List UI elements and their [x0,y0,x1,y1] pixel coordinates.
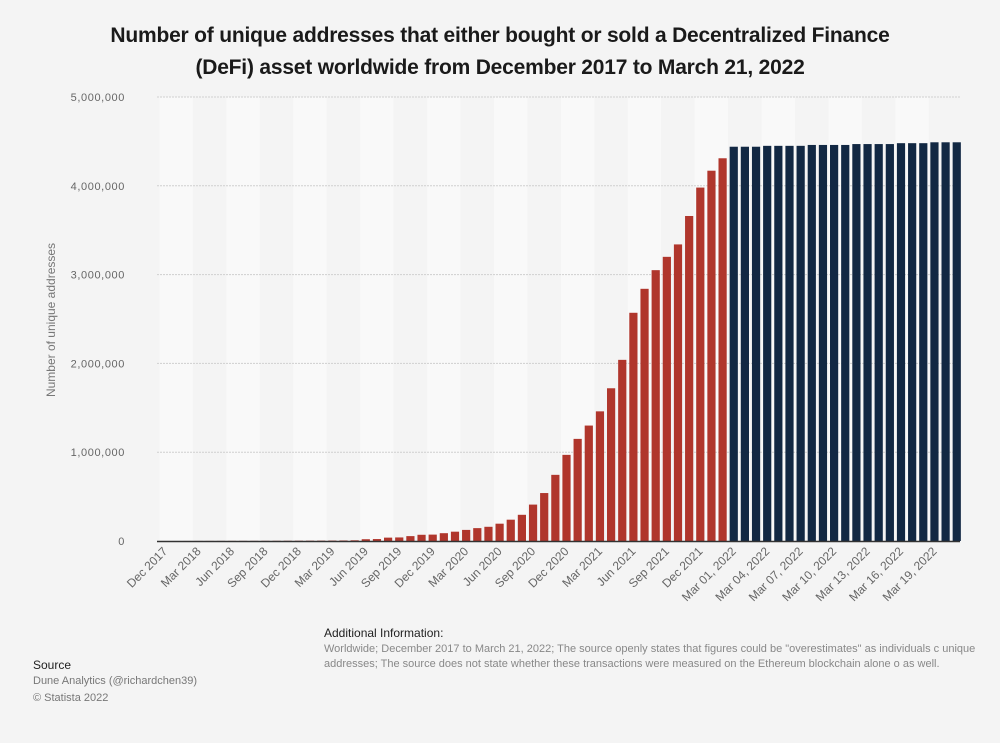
bar[interactable] [785,145,794,541]
bar[interactable] [551,474,560,541]
bar[interactable] [562,454,571,541]
background-stripe [326,97,361,541]
bar[interactable] [417,534,426,541]
source-heading: Source [33,658,72,672]
bars [161,142,961,542]
bar[interactable] [685,215,694,541]
bar[interactable] [807,144,816,541]
background-stripe [226,97,260,541]
additional-info-heading: Additional Information: [324,626,444,640]
background-stripe [360,97,394,541]
y-axis-label: Number of unique addresses [44,243,58,397]
bar[interactable] [528,504,538,541]
bar[interactable] [573,438,582,541]
background-stripe [527,97,561,541]
bar[interactable] [517,514,526,541]
y-tick-label: 0 [118,536,125,548]
bar[interactable] [896,143,906,541]
bar[interactable] [439,533,448,541]
bar[interactable] [919,143,928,541]
bar[interactable] [662,256,671,541]
bar[interactable] [740,146,749,541]
bar[interactable] [372,539,382,541]
bar[interactable] [495,523,504,541]
source-name: Dune Analytics (@richardchen39) [33,675,198,687]
bar[interactable] [450,531,460,541]
bar[interactable] [818,144,828,541]
bar[interactable] [908,143,917,541]
bar[interactable] [629,312,638,541]
bar[interactable] [718,158,727,541]
background-stripe [393,97,428,541]
bar[interactable] [696,187,705,542]
bar[interactable] [930,142,939,541]
background-stripe [494,97,528,541]
background-stripe [293,97,327,541]
bar[interactable] [651,270,660,541]
y-tick-label: 1,000,000 [71,447,125,459]
bar[interactable] [863,144,872,541]
bar[interactable] [339,540,348,541]
y-tick-label: 5,000,000 [71,92,125,104]
bar[interactable] [618,359,627,541]
bar[interactable] [473,528,482,541]
bar[interactable] [395,537,404,541]
bar[interactable] [841,144,850,541]
background-stripe [427,97,461,541]
additional-info-text: Worldwide; December 2017 to March 21, 20… [324,643,976,670]
copyright: © Statista 2022 [33,692,109,704]
bar[interactable] [640,288,649,541]
bar[interactable] [751,146,761,541]
bar[interactable] [607,388,616,541]
bar[interactable] [540,493,549,541]
bar[interactable] [830,144,839,541]
bar[interactable] [874,144,883,541]
bar[interactable] [774,145,783,541]
bar[interactable] [406,536,415,541]
bar[interactable] [462,529,471,541]
bar[interactable] [885,144,894,541]
y-axis-ticks: 0 1,000,000 2,000,000 3,000,000 4,000,000 5,0… [71,92,125,548]
chart-title: Number of unique addresses that either b… [110,24,890,79]
bar[interactable] [584,425,593,541]
y-tick-label: 3,000,000 [71,270,125,282]
bar[interactable] [673,244,683,541]
background-stripe [259,97,294,541]
bar[interactable] [763,145,772,541]
y-tick-label: 4,000,000 [71,181,125,193]
bar[interactable] [852,144,861,541]
y-tick-label: 2,000,000 [71,358,125,370]
bar[interactable] [595,411,605,541]
bar[interactable] [506,519,515,541]
bar[interactable] [729,146,738,541]
bar[interactable] [952,142,961,541]
bar[interactable] [428,534,437,541]
bar[interactable] [350,540,359,541]
bar[interactable] [941,142,950,541]
bar[interactable] [384,537,393,541]
bar[interactable] [484,526,493,541]
background-stripe [460,97,494,541]
background-stripe [159,97,193,541]
bar[interactable] [361,539,370,541]
bar[interactable] [796,145,805,541]
background-stripe [192,97,227,541]
bar[interactable] [707,170,716,542]
